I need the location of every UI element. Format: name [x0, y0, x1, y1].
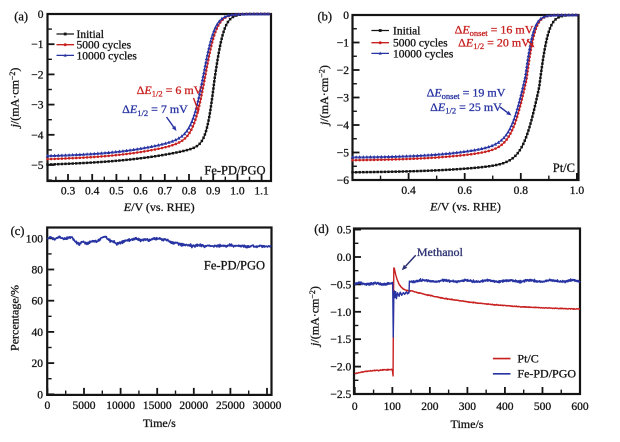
- svg-text:−1.5: −1.5: [330, 334, 351, 346]
- svg-text:Initial: Initial: [77, 29, 104, 41]
- svg-text:0: 0: [343, 10, 349, 22]
- svg-text:−2: −2: [31, 69, 43, 81]
- svg-text:E/V (vs. RHE): E/V (vs. RHE): [429, 200, 501, 214]
- svg-text:−5: −5: [31, 160, 43, 172]
- svg-text:0.8: 0.8: [514, 185, 529, 197]
- svg-text:−2.0: −2.0: [330, 362, 351, 374]
- svg-text:0: 0: [352, 401, 358, 413]
- svg-text:10000 cycles: 10000 cycles: [393, 48, 454, 60]
- svg-text:−0.5: −0.5: [330, 279, 351, 291]
- svg-text:Fe-PD/PGO: Fe-PD/PGO: [204, 164, 265, 178]
- svg-text:ΔE1/2 = 20 mV: ΔE1/2 = 20 mV: [458, 35, 530, 51]
- svg-text:−3: −3: [337, 93, 349, 105]
- svg-text:0.3: 0.3: [61, 186, 76, 198]
- svg-text:ΔEonset = 19 mV: ΔEonset = 19 mV: [427, 85, 506, 101]
- svg-text:600: 600: [571, 401, 589, 413]
- svg-text:500: 500: [534, 401, 552, 413]
- svg-text:10000 cycles: 10000 cycles: [77, 50, 138, 62]
- svg-text:−6: −6: [337, 175, 349, 187]
- svg-text:0.7: 0.7: [158, 186, 173, 198]
- svg-text:10000: 10000: [106, 400, 135, 412]
- svg-text:40: 40: [32, 327, 44, 339]
- svg-text:Pt/C: Pt/C: [553, 161, 575, 175]
- svg-text:(c): (c): [11, 224, 25, 238]
- svg-text:−2: −2: [337, 65, 349, 77]
- svg-text:ΔE1/2 = 25 mV: ΔE1/2 = 25 mV: [430, 100, 502, 116]
- svg-text:0.8: 0.8: [182, 186, 197, 198]
- svg-text:Initial: Initial: [393, 26, 420, 38]
- svg-text:ΔE1/2 = 6 mV: ΔE1/2 = 6 mV: [137, 83, 203, 99]
- svg-text:0.0: 0.0: [337, 252, 352, 264]
- svg-text:Pt/C: Pt/C: [517, 352, 538, 366]
- svg-text:300: 300: [459, 401, 477, 413]
- svg-text:15000: 15000: [143, 400, 172, 412]
- svg-text:(b): (b): [318, 10, 333, 24]
- svg-text:0.5: 0.5: [337, 225, 352, 237]
- svg-text:Fe-PD/PGO: Fe-PD/PGO: [517, 367, 576, 381]
- svg-text:−4: −4: [337, 120, 349, 132]
- svg-text:Time/s: Time/s: [451, 417, 484, 431]
- svg-text:100: 100: [384, 401, 402, 413]
- svg-text:0: 0: [38, 9, 44, 21]
- svg-text:5000: 5000: [73, 400, 96, 412]
- svg-text:25000: 25000: [216, 400, 245, 412]
- svg-text:100: 100: [26, 233, 44, 245]
- svg-text:0.4: 0.4: [85, 186, 100, 198]
- svg-text:j/(mA·cm−2): j/(mA·cm−2): [317, 65, 331, 127]
- svg-text:60: 60: [32, 296, 44, 308]
- svg-text:−1: −1: [31, 39, 43, 51]
- svg-text:0.5: 0.5: [109, 186, 124, 198]
- svg-text:−5: −5: [337, 148, 349, 160]
- svg-text:0.4: 0.4: [401, 185, 416, 197]
- svg-text:80: 80: [32, 265, 44, 277]
- svg-text:0: 0: [45, 400, 51, 412]
- svg-text:j/(mA·cm−2): j/(mA·cm−2): [8, 68, 22, 130]
- svg-text:−1: −1: [337, 38, 349, 50]
- svg-text:0.6: 0.6: [458, 185, 473, 197]
- svg-text:200: 200: [421, 401, 439, 413]
- svg-text:1.0: 1.0: [230, 186, 245, 198]
- svg-text:400: 400: [496, 401, 514, 413]
- svg-text:1.1: 1.1: [254, 186, 269, 198]
- svg-text:0: 0: [37, 389, 43, 401]
- svg-text:0.6: 0.6: [133, 186, 148, 198]
- svg-text:−3: −3: [31, 100, 43, 112]
- svg-text:5000 cycles: 5000 cycles: [393, 38, 448, 50]
- svg-text:Time/s: Time/s: [143, 416, 176, 430]
- svg-text:5000 cycles: 5000 cycles: [77, 40, 132, 52]
- svg-text:0.9: 0.9: [206, 186, 221, 198]
- svg-text:j/(mA·cm−2): j/(mA·cm−2): [308, 286, 322, 348]
- svg-text:Methanol: Methanol: [417, 245, 464, 259]
- svg-text:20: 20: [32, 358, 44, 370]
- svg-text:20000: 20000: [179, 400, 208, 412]
- svg-text:Percentage/%: Percentage/%: [8, 285, 22, 351]
- svg-text:−4: −4: [31, 130, 43, 142]
- svg-text:E/V (vs. RHE): E/V (vs. RHE): [123, 200, 195, 214]
- svg-text:Fe-PD/PGO: Fe-PD/PGO: [204, 259, 265, 273]
- svg-text:1.0: 1.0: [570, 185, 585, 197]
- svg-text:30000: 30000: [253, 400, 282, 412]
- svg-text:(d): (d): [314, 222, 329, 236]
- svg-text:−2.5: −2.5: [330, 389, 351, 401]
- svg-text:−1.0: −1.0: [330, 307, 351, 319]
- svg-text:(a): (a): [14, 10, 28, 24]
- svg-text:ΔE1/2 = 7 mV: ΔE1/2 = 7 mV: [122, 102, 188, 118]
